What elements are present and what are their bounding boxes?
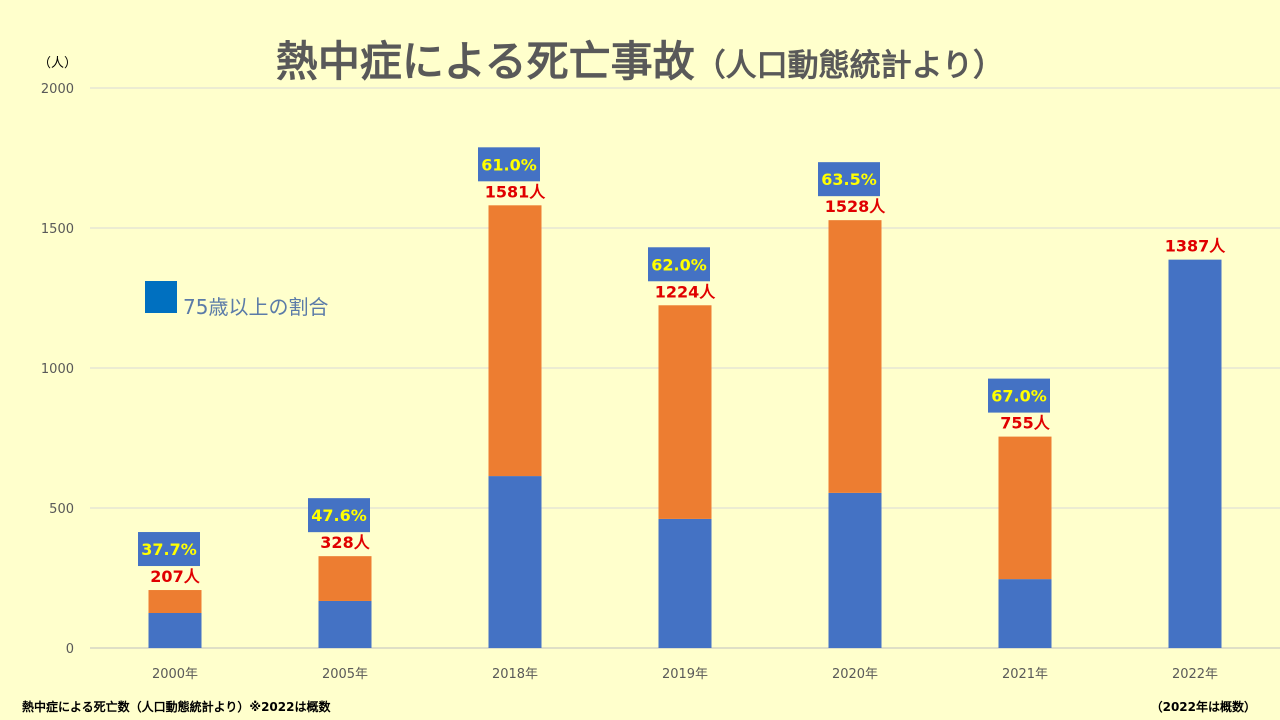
x-tick-label: 2020年 [832, 667, 878, 682]
x-tick-label: 2005年 [322, 667, 368, 682]
total-label: 1387人 [1165, 237, 1227, 256]
total-label: 207人 [150, 567, 200, 586]
ratio-label-box [308, 498, 370, 533]
total-label: 328人 [320, 533, 370, 552]
y-tick-label: 0 [66, 642, 74, 657]
bar-segment [318, 600, 372, 648]
ratio-label: 61.0% [481, 155, 537, 174]
bar-segment [148, 613, 202, 648]
bar-segment [828, 220, 882, 493]
ratio-label: 47.6% [311, 506, 367, 525]
ratio-label-box [478, 147, 540, 182]
title-subtitle: （人口動態統計より） [694, 48, 1005, 84]
legend-swatch [145, 280, 177, 313]
bar-segment [658, 305, 712, 519]
x-tick-label: 2021年 [1002, 667, 1048, 682]
ratio-label: 67.0% [991, 387, 1047, 406]
x-tick-label: 2019年 [662, 667, 708, 682]
title-main: 熱中症による死亡事故 [275, 37, 695, 86]
y-tick-label: 500 [49, 502, 74, 517]
bar-segment [998, 579, 1052, 648]
ratio-label: 63.5% [821, 170, 877, 189]
total-label: 1581人 [485, 182, 547, 201]
legend-label: 75歳以上の割合 [183, 295, 329, 319]
footnote-right: （2022年は概数） [1150, 700, 1256, 714]
bar-segment [488, 476, 542, 648]
legend: 75歳以上の割合 [145, 273, 328, 320]
ratio-label: 37.7% [141, 540, 197, 559]
ratio-label-box [818, 162, 880, 197]
bar-segment [148, 590, 202, 613]
bar-segment [318, 556, 372, 601]
ratio-label-box [138, 532, 200, 567]
footnote-left: 熱中症による死亡数（人口動態統計より）※2022は概数 [22, 700, 331, 714]
chart-title: 熱中症による死亡事故（人口動態統計より） [0, 28, 1280, 89]
ratio-label-box [988, 378, 1050, 413]
ratio-label: 62.0% [651, 255, 707, 274]
x-tick-label: 2022年 [1172, 667, 1218, 682]
y-tick-label: 2000 [41, 82, 74, 97]
bar-segment [998, 436, 1052, 580]
bar-segment [488, 205, 542, 477]
total-label: 1528人 [825, 197, 887, 216]
total-label: 1224人 [655, 282, 717, 301]
total-label: 755人 [1000, 414, 1050, 433]
bar-segment [1168, 259, 1222, 648]
ratio-label-box [648, 247, 710, 282]
x-tick-label: 2018年 [492, 667, 538, 682]
y-axis-unit: （人） [38, 56, 78, 71]
y-tick-label: 1000 [41, 362, 74, 377]
x-tick-label: 2000年 [152, 667, 198, 682]
bar-segment [658, 518, 712, 648]
bar-segment [828, 492, 882, 648]
y-tick-label: 1500 [41, 222, 74, 237]
